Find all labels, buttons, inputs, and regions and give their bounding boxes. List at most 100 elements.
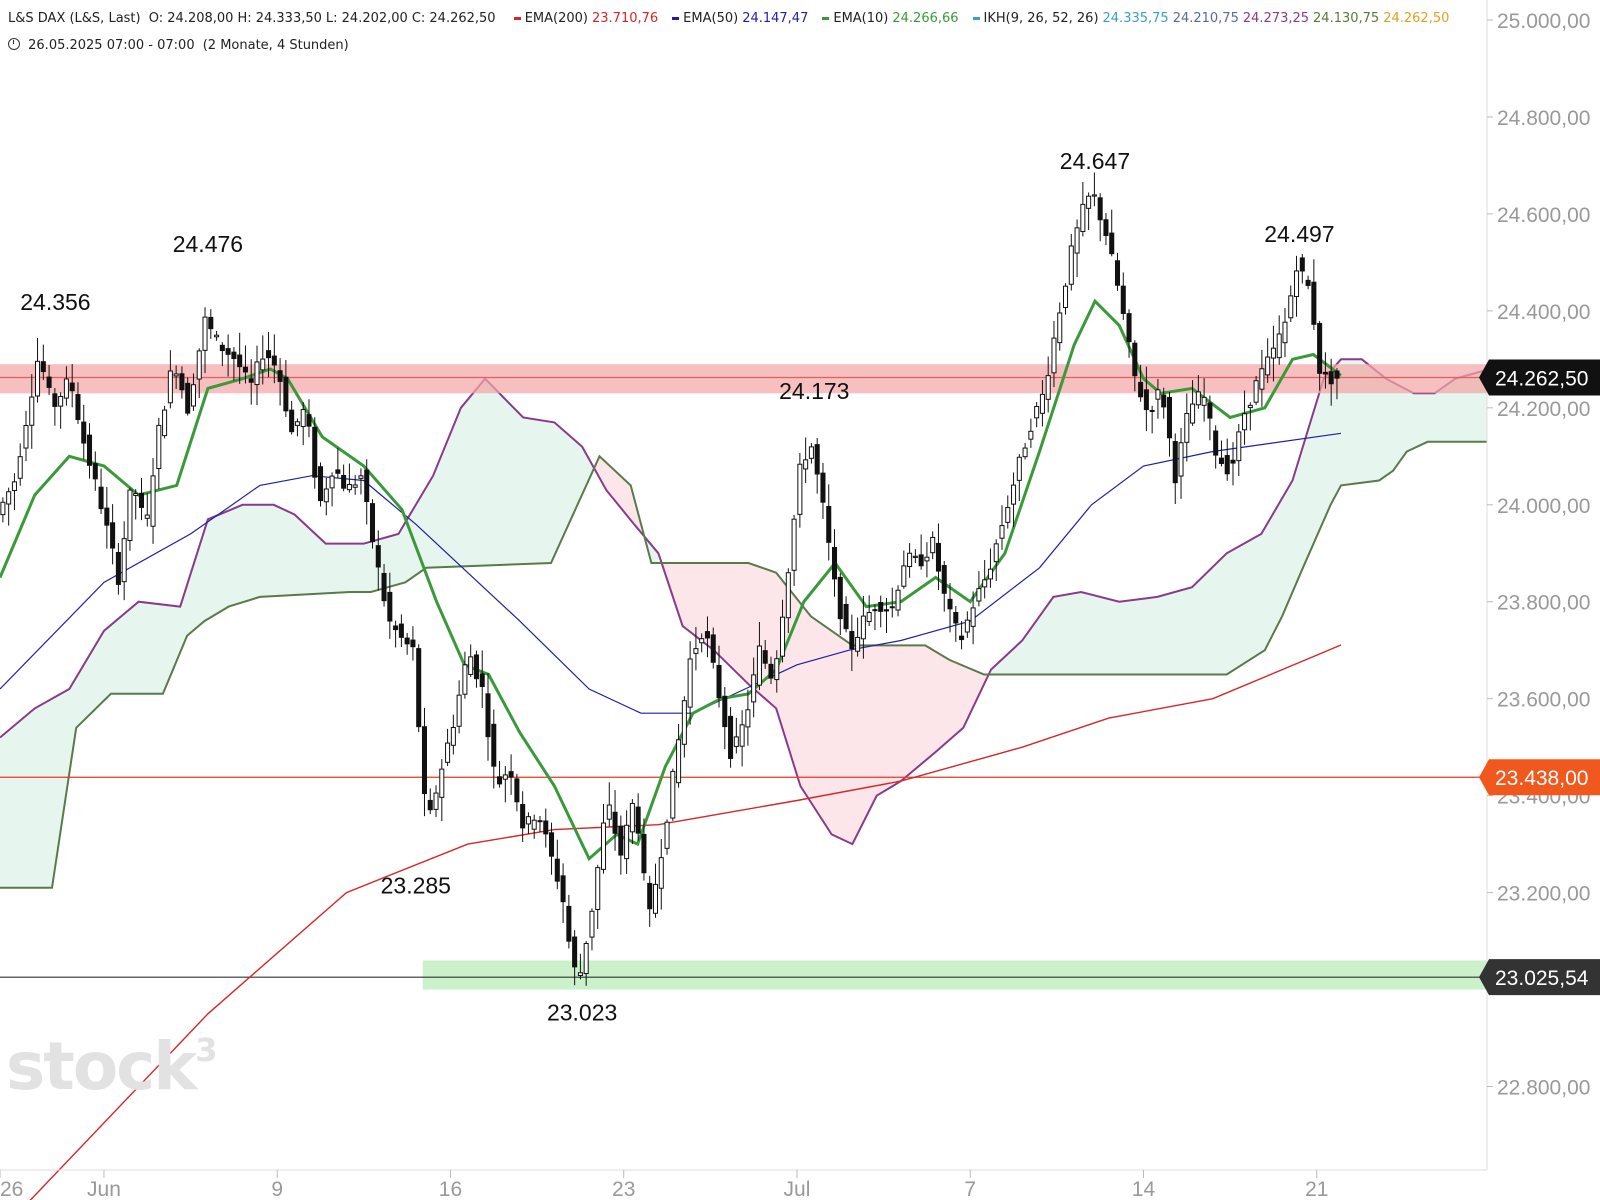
candle [1114,252,1121,291]
candle [716,645,722,708]
candle-body-down [318,466,324,502]
price-zone [422,960,1491,990]
badge-label: 23.438,00 [1495,767,1588,790]
candle [791,515,797,586]
candle-body-down [271,355,277,366]
candle [1328,358,1334,406]
candle [300,402,306,446]
cloud-segment [644,536,659,563]
candle [1253,375,1259,405]
candle-body-up [445,742,451,763]
candle-body-up [930,536,936,554]
candle [69,364,75,408]
candle-body-up [1016,456,1022,481]
candle [1178,427,1184,499]
candle-body-down [1166,396,1172,439]
candle [381,564,387,607]
candle [531,814,537,839]
candle-body-up [676,739,682,784]
candle-body-up [699,638,705,644]
legend-item-ema[interactable]: EMA(50) 24.147,47 [672,11,812,26]
candle-body-up [190,384,196,407]
candle-body-up [693,648,699,654]
candle-body-up [35,360,41,397]
candle-body-down [704,631,710,639]
candle [214,330,220,341]
candle-body-down [69,382,75,392]
candle [1247,402,1253,431]
candle [1103,213,1109,246]
ichimoku-span-b [0,440,1490,889]
candle [410,626,416,661]
candle [1086,192,1092,231]
candle [722,687,728,750]
candle-body-down [520,804,526,829]
candle [1132,340,1138,392]
legend-item-ikh[interactable]: IKH(9, 26, 52, 26) 24.335,75 24.210,75 24.2… [972,11,1454,26]
candle-body-up [895,589,901,611]
x-tick-label: 9 [271,1178,283,1200]
candle-body-down [381,572,387,602]
candle-body-down [52,393,58,407]
candle-body-up [774,658,780,681]
candle-body-down [768,663,774,679]
candle-body-up [1074,227,1080,254]
candle [543,808,549,848]
candle-body-up [1253,380,1259,403]
timeframe: 26.05.2025 07:00 - 07:00 [28,38,195,53]
candle [445,728,451,766]
candle [46,364,52,395]
candle [739,710,745,767]
candle [1126,309,1132,358]
legend-item-ema[interactable]: EMA(10) 24.266,66 [822,11,962,26]
candle-body-down [473,654,479,680]
candle [312,417,318,489]
x-tick-label: 26 [0,1178,23,1200]
candle [583,941,589,986]
candle-body-up [664,821,670,849]
candle [733,717,739,754]
candle [693,626,699,671]
candle [895,585,901,617]
candle [520,791,526,842]
candle [941,560,947,612]
candle-body-up [803,459,809,470]
candle [560,863,566,923]
ichimoku-cloud [0,358,1491,889]
candle [1195,375,1201,409]
clock-icon [8,38,20,50]
candle [294,418,300,437]
candle-body-down [837,576,843,620]
candle-body-down [826,506,832,543]
candle-body-down [554,858,560,882]
candle [970,591,976,645]
candle-body-down [872,609,878,612]
candle [641,818,647,881]
candle [468,644,474,677]
candle [283,360,289,417]
candle [219,342,225,367]
cloud-segment [596,456,641,533]
candle [993,539,999,582]
candle [1161,387,1167,419]
candle-body-down [1172,441,1178,484]
candle-body-up [6,491,12,505]
candle [1138,364,1144,402]
candle [473,650,479,688]
price-annotation: 24.356 [20,289,90,315]
candle-body-down [1120,285,1126,314]
legend-item-ema[interactable]: EMA(200) 23.710,76 [513,11,662,26]
candle [1305,275,1311,290]
candle-body-up [745,709,751,728]
price-annotation: 24.497 [1264,221,1334,247]
candle [768,656,774,685]
candle [525,812,531,835]
candle [1311,259,1317,331]
candle [138,478,145,521]
ichimoku-span-a [0,358,1491,846]
candle [762,639,768,669]
candle [439,759,445,822]
candle [843,596,849,633]
ohlc-h: H: 24.333,50 [237,11,322,26]
